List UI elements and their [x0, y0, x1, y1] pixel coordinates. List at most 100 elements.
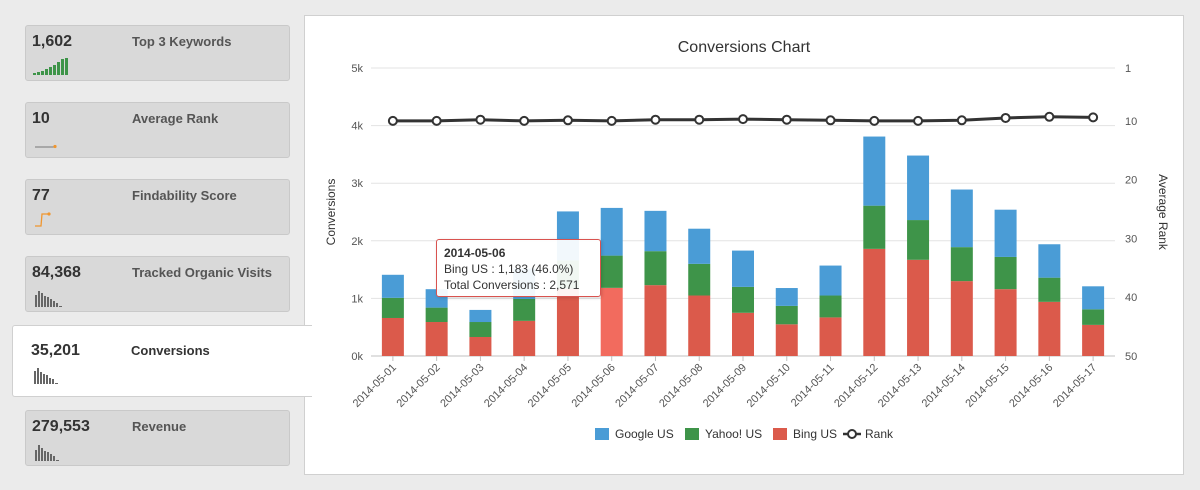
kpi-label: Tracked Organic Visits	[132, 265, 272, 280]
bar-yahoo-us	[1082, 309, 1105, 325]
bar-bing-us	[513, 320, 536, 356]
rank-point	[1088, 112, 1099, 123]
bar-bing-us	[556, 288, 579, 356]
x-tick-label: 2014-05-13	[876, 362, 924, 410]
legend-swatch	[773, 428, 787, 440]
bar-yahoo-us	[775, 305, 798, 325]
kpi-label: Conversions	[131, 343, 210, 358]
bar-bing-us	[775, 324, 798, 356]
y2-tick-label: 10	[1125, 116, 1137, 128]
chart-title: Conversions Chart	[678, 39, 811, 56]
tooltip-series-value: Bing US : 1,183 (46.0%)	[444, 262, 574, 276]
kpi-value: 1,602	[32, 33, 73, 50]
bar-bing-us	[469, 336, 492, 356]
y-tick-label: 4k	[351, 121, 363, 133]
chart-bars	[381, 136, 1105, 356]
rank-point	[956, 115, 967, 126]
rank-point	[519, 115, 530, 126]
bar-bing-us	[381, 317, 404, 356]
x-tick-label: 2014-05-02	[394, 362, 442, 410]
kpi-card-tracked-organic-visits[interactable]: 84,368 Tracked Organic Visits	[25, 256, 290, 312]
bar-yahoo-us	[688, 263, 711, 296]
y2-tick-label: 50	[1125, 351, 1137, 363]
bar-google-us	[1038, 244, 1061, 278]
bar-bing-us	[1082, 324, 1105, 356]
rank-point	[913, 115, 924, 126]
x-tick-label: 2014-05-09	[701, 362, 749, 410]
bar-bing-us	[819, 317, 842, 356]
bar-yahoo-us	[950, 247, 973, 282]
y-axis-title: Conversions	[324, 179, 338, 246]
kpi-value: 84,368	[32, 264, 81, 281]
legend-label: Rank	[865, 427, 894, 441]
bar-google-us	[863, 136, 886, 206]
chart-legend: Google US Yahoo! US Bing US Rank	[595, 427, 894, 441]
kpi-value: 10	[32, 110, 50, 127]
bar-google-us	[950, 189, 973, 248]
bar-yahoo-us	[425, 307, 448, 323]
x-tick-label: 2014-05-05	[526, 362, 574, 410]
kpi-card-revenue[interactable]: 279,553 Revenue	[25, 410, 290, 466]
x-tick-label: 2014-05-07	[613, 362, 661, 410]
legend-swatch	[685, 428, 699, 440]
bar-yahoo-us	[513, 298, 536, 321]
bar-bing-us	[732, 312, 754, 356]
kpi-card-conversions[interactable]: 35,201 Conversions	[12, 325, 312, 397]
kpi-sidebar: 1,602 Top 3 Keywords 10 Average Rank 77 …	[0, 0, 312, 490]
x-tick-label: 2014-05-15	[963, 362, 1011, 410]
bar-google-us	[907, 155, 930, 221]
bar-bing-us	[644, 285, 667, 356]
x-tick-label: 2014-05-08	[657, 362, 705, 410]
bar-bing-us	[907, 259, 930, 356]
bar-yahoo-us	[994, 256, 1017, 290]
kpi-label: Top 3 Keywords	[132, 34, 232, 49]
tooltip-date: 2014-05-06	[444, 246, 506, 260]
y2-tick-label: 20	[1125, 175, 1137, 187]
bar-yahoo-us	[907, 220, 930, 260]
legend-label: Yahoo! US	[705, 427, 762, 441]
x-tick-label: 2014-05-16	[1007, 362, 1055, 410]
rank-point	[431, 115, 442, 126]
bar-bing-us	[1038, 301, 1061, 356]
bar-bing-us	[994, 289, 1017, 356]
rank-point	[606, 115, 617, 126]
rank-point	[650, 114, 661, 125]
y-tick-label: 0k	[351, 351, 363, 363]
bar-yahoo-us	[863, 205, 886, 249]
y2-tick-label: 40	[1125, 292, 1137, 304]
bar-yahoo-us	[644, 251, 667, 286]
bar-google-us	[732, 250, 754, 287]
legend-label: Bing US	[793, 427, 837, 441]
x-tick-label: 2014-05-12	[832, 362, 880, 410]
rank-point	[869, 115, 880, 126]
bar-google-us	[819, 265, 842, 296]
rank-line	[387, 111, 1099, 126]
y2-tick-label: 1	[1125, 63, 1131, 75]
orange-step-sparkline-icon	[35, 212, 51, 227]
bar-yahoo-us	[600, 255, 623, 288]
rank-point	[387, 115, 398, 126]
bar-yahoo-us	[381, 297, 404, 318]
bar-bing-us	[600, 287, 623, 356]
kpi-label: Revenue	[132, 419, 187, 434]
bar-yahoo-us	[469, 322, 492, 337]
x-tick-label: 2014-05-14	[920, 362, 968, 410]
x-tick-label: 2014-05-04	[482, 362, 530, 410]
legend-marker	[847, 429, 857, 439]
rank-point	[825, 115, 836, 126]
x-tick-label: 2014-05-10	[745, 362, 793, 410]
kpi-card-top-3-keywords[interactable]: 1,602 Top 3 Keywords	[25, 25, 290, 81]
x-tick-label: 2014-05-06	[570, 362, 618, 410]
rank-point	[1000, 112, 1011, 123]
kpi-card-findability-score[interactable]: 77 Findability Score	[25, 179, 290, 235]
y-tick-label: 5k	[351, 63, 363, 75]
chart-panel: Conversions Chart 0k 1k 2k 3k 4k 5k 1 10 20 30 40 5…	[304, 15, 1184, 475]
rank-point	[475, 114, 486, 125]
kpi-value: 279,553	[32, 418, 90, 435]
kpi-label: Average Rank	[132, 111, 219, 126]
kpi-card-average-rank[interactable]: 10 Average Rank	[25, 102, 290, 158]
chart-axes: 0k 1k 2k 3k 4k 5k 1 10 20 30 40 50 Conversions Averag…	[324, 63, 1170, 410]
x-tick-label: 2014-05-11	[789, 362, 837, 410]
x-tick-label: 2014-05-03	[438, 362, 486, 410]
gray-bars-sparkline-icon	[35, 291, 62, 307]
